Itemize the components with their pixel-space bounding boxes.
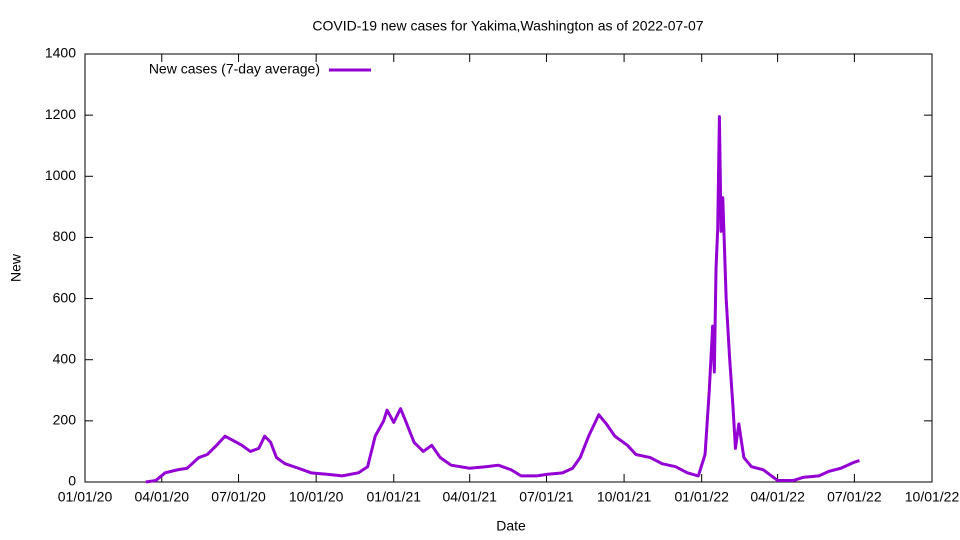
x-tick-label: 04/01/20	[135, 489, 190, 505]
y-tick-label: 0	[68, 473, 76, 489]
x-tick-label: 10/01/21	[597, 489, 652, 505]
y-tick-label: 1400	[45, 45, 76, 61]
chart-title: COVID-19 new cases for Yakima,Washington…	[312, 18, 703, 34]
x-tick-label: 10/01/22	[905, 489, 960, 505]
x-tick-label: 07/01/22	[827, 489, 882, 505]
series-line	[145, 115, 860, 484]
plot-frame	[84, 53, 933, 483]
y-axis-label: New	[8, 253, 24, 282]
x-tick-label: 07/01/20	[211, 489, 266, 505]
x-tick-label: 01/01/22	[674, 489, 729, 505]
y-tick-label: 1200	[45, 106, 76, 122]
x-tick-label: 04/01/22	[750, 489, 805, 505]
x-tick-label: 01/01/21	[367, 489, 422, 505]
y-tick-label: 200	[53, 412, 77, 428]
x-tick-label: 10/01/20	[289, 489, 344, 505]
legend-label: New cases (7-day average)	[149, 61, 320, 77]
x-tick-label: 04/01/21	[442, 489, 497, 505]
y-tick-label: 800	[53, 228, 77, 244]
y-tick-label: 1000	[45, 167, 76, 183]
y-tick-label: 400	[53, 350, 77, 366]
x-axis-label: Date	[496, 518, 526, 534]
x-tick-label: 01/01/20	[58, 489, 113, 505]
y-tick-label: 600	[53, 289, 77, 305]
x-tick-label: 07/01/21	[519, 489, 574, 505]
